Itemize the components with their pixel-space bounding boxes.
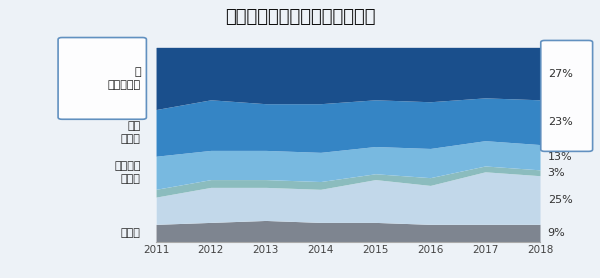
Text: 27%: 27% <box>548 69 572 78</box>
Text: 27%: 27% <box>548 69 572 78</box>
Text: 所有来源
都一样: 所有来源 都一样 <box>114 161 140 184</box>
Text: 3%: 3% <box>548 168 565 178</box>
Text: 9%: 9% <box>548 228 565 238</box>
Text: 脂肪
蛋白质: 脂肪 蛋白质 <box>121 121 140 145</box>
FancyBboxPatch shape <box>541 40 593 151</box>
FancyBboxPatch shape <box>58 38 146 119</box>
Text: 23%: 23% <box>548 117 572 127</box>
Text: 23%: 23% <box>548 117 572 127</box>
Text: 不确定: 不确定 <box>121 228 140 238</box>
Text: 糖
碳水化合物: 糖 碳水化合物 <box>107 67 140 90</box>
Text: 糖
碳水化合物: 糖 碳水化合物 <box>107 67 140 90</box>
Text: 最有可能造成增重的卡路里来源: 最有可能造成增重的卡路里来源 <box>225 8 375 26</box>
Text: 13%: 13% <box>548 152 572 162</box>
Text: 25%: 25% <box>548 195 572 205</box>
